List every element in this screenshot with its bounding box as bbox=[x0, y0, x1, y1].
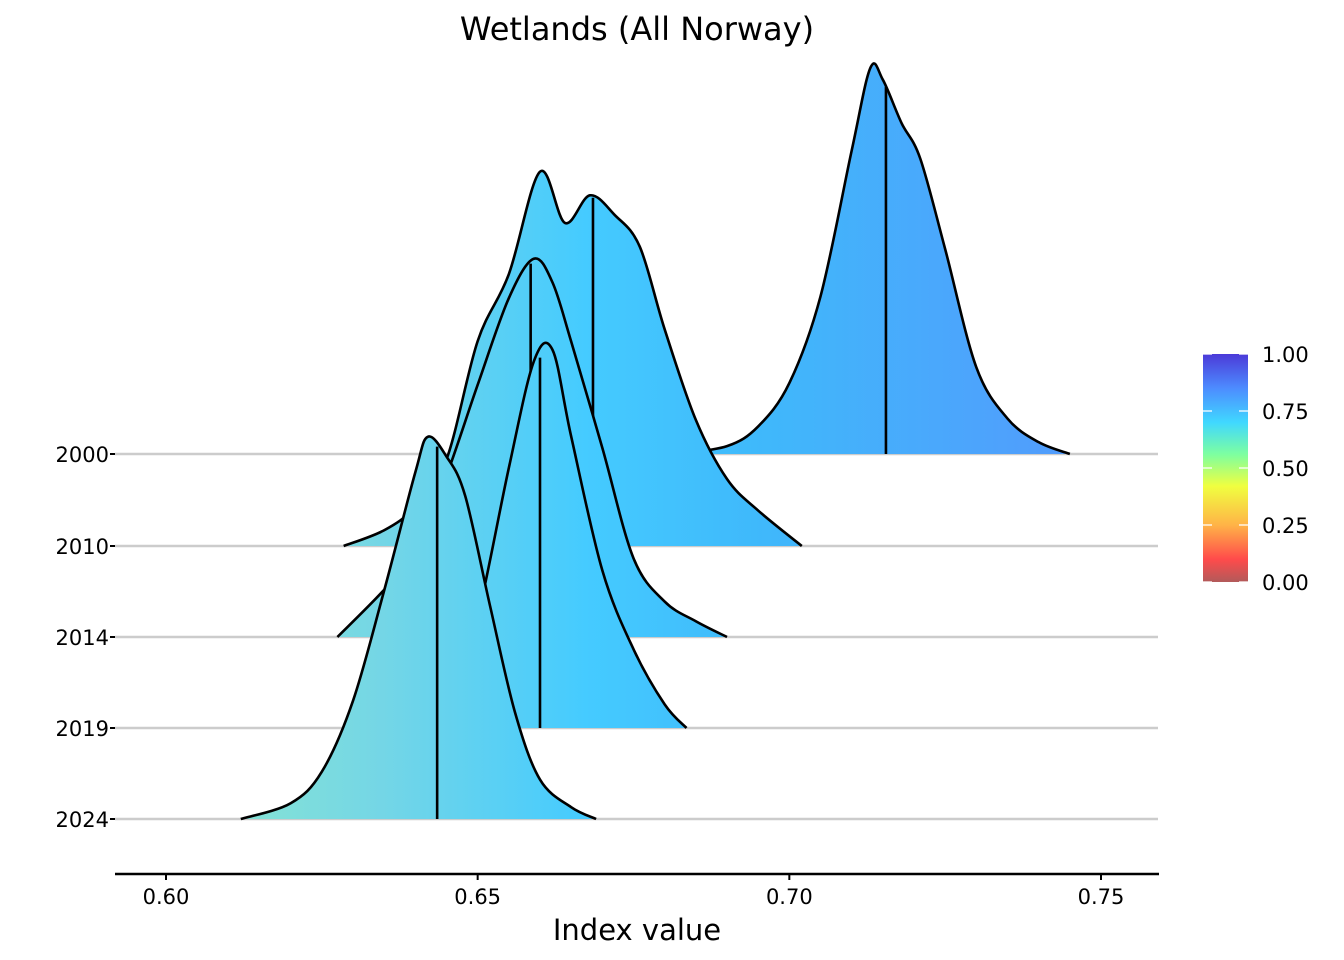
colorbar-tick-label: 0.25 bbox=[1262, 514, 1309, 538]
y-tick-label: 2000 bbox=[56, 443, 109, 467]
colorbar-legend: 1.00 0.75 0.50 0.25 0.00 bbox=[1203, 343, 1309, 595]
x-tick-label: 0.70 bbox=[766, 885, 813, 909]
colorbar-tick-label: 0.75 bbox=[1262, 400, 1309, 424]
x-axis-label: Index value bbox=[553, 913, 721, 947]
y-axis-ticks: 2000 2010 2014 2019 2024 bbox=[56, 443, 115, 832]
ridge-fill-2000 bbox=[677, 63, 1070, 455]
y-tick-label: 2019 bbox=[56, 717, 109, 741]
ridge-outline-2019 bbox=[445, 341, 688, 729]
chart-title: Wetlands (All Norway) bbox=[460, 10, 814, 48]
ridge-fill-2024 bbox=[240, 436, 597, 819]
x-tick-label: 0.60 bbox=[143, 885, 190, 909]
colorbar-ticks: 1.00 0.75 0.50 0.25 0.00 bbox=[1203, 343, 1309, 595]
ridge-2024 bbox=[240, 435, 597, 821]
y-tick-label: 2024 bbox=[56, 808, 109, 832]
ridge-2019 bbox=[445, 341, 688, 729]
ridge-outline-2024 bbox=[240, 435, 597, 821]
ridge-2000 bbox=[676, 62, 1071, 456]
x-axis-ticks: 0.60 0.65 0.70 0.75 bbox=[143, 874, 1125, 909]
ridge-fill-2019 bbox=[446, 342, 687, 728]
ridges bbox=[240, 62, 1071, 821]
x-tick-label: 0.75 bbox=[1078, 885, 1125, 909]
colorbar-tick-label: 0.50 bbox=[1262, 457, 1309, 481]
colorbar-tick-label: 1.00 bbox=[1262, 343, 1309, 367]
ridge-outline-2000 bbox=[676, 62, 1071, 456]
x-tick-label: 0.65 bbox=[454, 885, 501, 909]
y-tick-label: 2010 bbox=[56, 535, 109, 559]
y-tick-label: 2014 bbox=[56, 626, 109, 650]
colorbar-tick-label: 0.00 bbox=[1262, 571, 1309, 595]
